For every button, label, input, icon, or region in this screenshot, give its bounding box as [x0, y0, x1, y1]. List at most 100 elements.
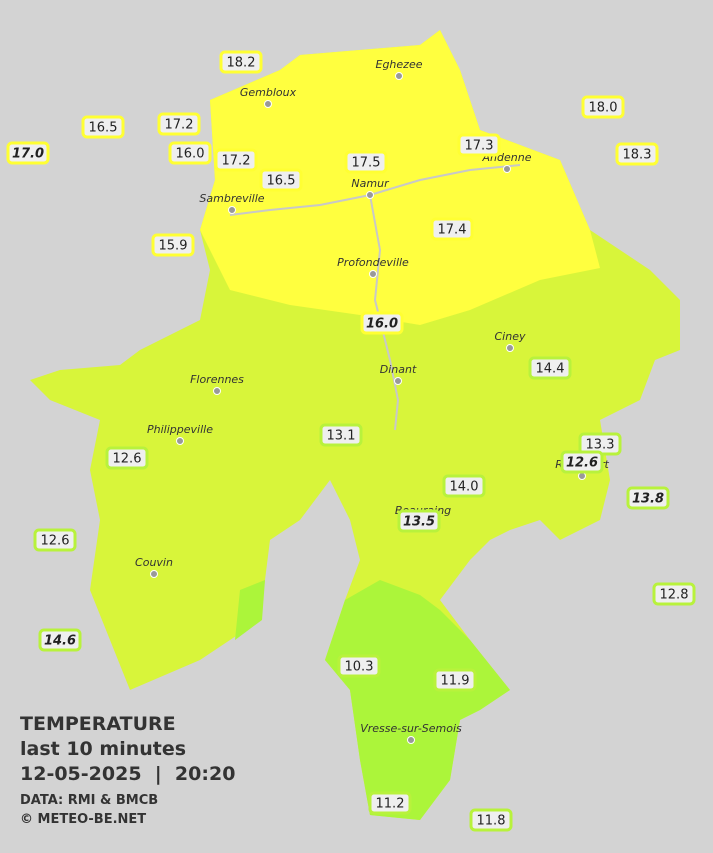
station-value: 11.8	[477, 814, 506, 829]
station-box	[157, 112, 201, 136]
town-label: Dinant	[380, 363, 417, 376]
station-value: 14.4	[536, 362, 565, 377]
town-dot	[228, 206, 236, 214]
cool-zone	[235, 580, 265, 640]
station: 12.6	[105, 446, 149, 470]
town-label: Philippeville	[147, 423, 213, 436]
town-dot	[176, 437, 184, 445]
station-value: 11.2	[376, 797, 405, 812]
station-box	[560, 450, 604, 474]
station: 13.1	[319, 423, 363, 447]
town-label: Florennes	[190, 373, 244, 386]
station-box	[219, 50, 263, 74]
station-value: 11.9	[441, 674, 470, 689]
station-box	[33, 528, 77, 552]
station-value: 17.2	[165, 118, 194, 133]
station-box	[6, 141, 50, 165]
station: 11.8	[469, 808, 513, 832]
town-label: Gembloux	[240, 86, 297, 99]
legend-source: DATA: RMI & BMCB	[20, 793, 158, 808]
town-label: Couvin	[135, 556, 173, 569]
town-dot	[213, 387, 221, 395]
station-box	[105, 446, 149, 470]
station-value: 16.5	[89, 121, 118, 136]
station-value: 17.0	[12, 147, 44, 162]
station: 12.6	[560, 450, 604, 474]
station-box	[360, 311, 404, 335]
station-box	[626, 486, 670, 510]
station-box	[319, 423, 363, 447]
station-box	[457, 133, 501, 157]
station: 17.0	[6, 141, 50, 165]
town-dot	[264, 100, 272, 108]
station: 16.0	[360, 311, 404, 335]
station-box	[81, 115, 125, 139]
station-value: 12.6	[113, 452, 142, 467]
town-dot	[506, 344, 514, 352]
town-label: Profondeville	[337, 256, 409, 269]
town-label: Ciney	[495, 330, 526, 343]
town-dot	[150, 570, 158, 578]
station-box	[337, 654, 381, 678]
town-dot	[578, 472, 586, 480]
station-value: 12.6	[566, 456, 598, 471]
station-box	[259, 168, 303, 192]
station: 18.3	[615, 142, 659, 166]
station-box	[433, 668, 477, 692]
legend-datetime: 12-05-2025 | 20:20	[20, 763, 235, 785]
station-box	[430, 217, 474, 241]
station-value: 17.5	[352, 156, 381, 171]
station-value: 17.3	[465, 139, 494, 154]
legend-title: TEMPERATURE	[20, 713, 176, 735]
town-dot	[395, 72, 403, 80]
station: 13.5	[397, 509, 441, 533]
station: 13.8	[626, 486, 670, 510]
station: 17.5	[344, 150, 388, 174]
station: 17.3	[457, 133, 501, 157]
warm-zone	[200, 30, 600, 325]
station-box	[151, 233, 195, 257]
station-box	[397, 509, 441, 533]
station: 14.0	[442, 474, 486, 498]
station: 16.0	[168, 141, 212, 165]
town-dot	[503, 165, 511, 173]
legend: TEMPERATURE last 10 minutes 12-05-2025 |…	[20, 713, 235, 827]
station-value: 17.4	[438, 223, 467, 238]
town-dot	[369, 270, 377, 278]
station: 18.0	[581, 95, 625, 119]
station-value: 13.8	[632, 492, 664, 507]
town-label: Eghezee	[376, 58, 423, 71]
station: 10.3	[337, 654, 381, 678]
station-box	[344, 150, 388, 174]
station-value: 16.0	[366, 317, 398, 332]
station: 11.9	[433, 668, 477, 692]
station-value: 18.3	[623, 148, 652, 163]
station: 15.9	[151, 233, 195, 257]
station-value: 13.5	[403, 515, 435, 530]
station: 16.5	[81, 115, 125, 139]
station: 17.2	[157, 112, 201, 136]
station-value: 18.0	[589, 101, 618, 116]
station-value: 17.2	[222, 154, 251, 169]
station: 12.6	[33, 528, 77, 552]
town-label: Vresse-sur-Semois	[360, 722, 462, 735]
legend-period: last 10 minutes	[20, 738, 186, 760]
station-value: 16.5	[267, 174, 296, 189]
station-box	[368, 791, 412, 815]
station-value: 16.0	[176, 147, 205, 162]
station-box	[214, 148, 258, 172]
station-value: 12.8	[660, 588, 689, 603]
station: 14.4	[528, 356, 572, 380]
station-value: 14.6	[44, 634, 76, 649]
station-value: 15.9	[159, 239, 188, 254]
station-value: 12.6	[41, 534, 70, 549]
station-value: 14.0	[450, 480, 479, 495]
station-box	[581, 95, 625, 119]
station-box	[442, 474, 486, 498]
town-label: Namur	[351, 177, 390, 190]
station: 18.2	[219, 50, 263, 74]
town-dot	[407, 736, 415, 744]
station-value: 10.3	[345, 660, 374, 675]
station: 11.2	[368, 791, 412, 815]
station-box	[38, 628, 82, 652]
